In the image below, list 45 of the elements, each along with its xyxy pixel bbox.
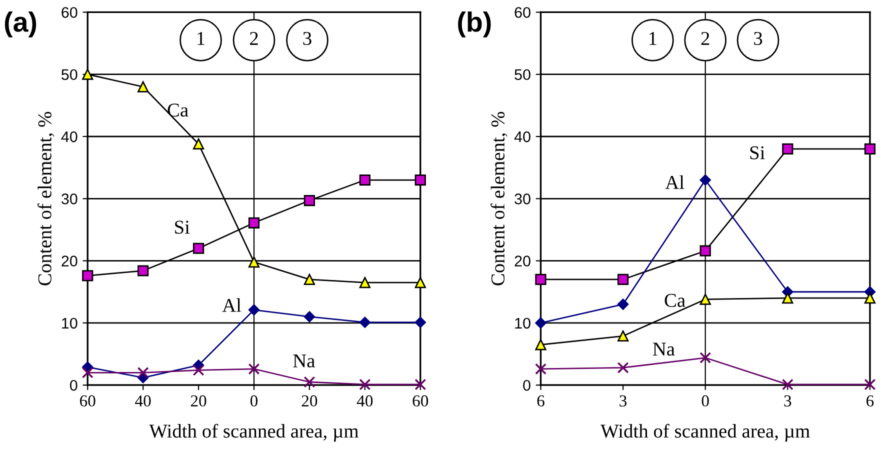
y-tick-label: 60 [514,7,530,18]
y-tick-label: 60 [62,7,78,18]
x-tick-label: 3 [620,395,627,407]
y-axis-title: Content of element, % [490,112,508,286]
x-tick-label: 20 [190,395,206,407]
y-tick-label: 0 [523,380,530,391]
y-tick-label: 20 [514,256,530,266]
x-tick-label: 40 [135,395,151,407]
y-tick-label: 20 [62,256,78,266]
series-label: Al [222,298,242,312]
series-label: Ca [664,294,686,307]
annotation: 3 [754,32,762,46]
x-tick-label: 60 [412,395,428,407]
x-tick-label: 3 [784,395,792,407]
series-label: Si [750,146,765,160]
annotation: 2 [250,32,258,45]
x-tick-label: 20 [302,395,318,407]
annotation: 1 [198,32,204,45]
y-tick-label: 10 [515,318,530,329]
y-axis-title: Content of element, % [38,112,54,286]
y-tick-label: 40 [514,131,530,142]
y-tick-label: 30 [61,194,78,204]
x-tick-label: 6 [537,395,544,407]
x-tick-label: 6 [866,395,874,407]
annotation: 2 [701,32,710,45]
y-tick-label: 0 [70,380,78,391]
x-axis-title: Width of scanned area, µm [149,424,359,442]
y-tick-label: 50 [514,69,530,80]
x-tick-label: 0 [702,395,709,407]
chart-title: (b) [458,12,491,38]
series-label: Si [175,220,190,234]
y-tick-label: 50 [62,69,78,80]
y-tick-label: 40 [61,131,78,142]
x-tick-label: 0 [250,395,258,407]
y-tick-label: 30 [514,194,530,204]
chart-title: (a) [4,12,36,38]
series-label: Na [652,342,675,356]
x-axis-title: Width of scanned area, µm [600,424,810,442]
y-tick-label: 10 [62,318,78,329]
series-label: Na [293,354,315,368]
x-tick-label: 40 [356,395,373,407]
annotation: 1 [650,32,656,45]
series-label: Al [665,175,684,189]
x-tick-label: 60 [80,395,96,407]
annotation: 3 [303,32,312,46]
